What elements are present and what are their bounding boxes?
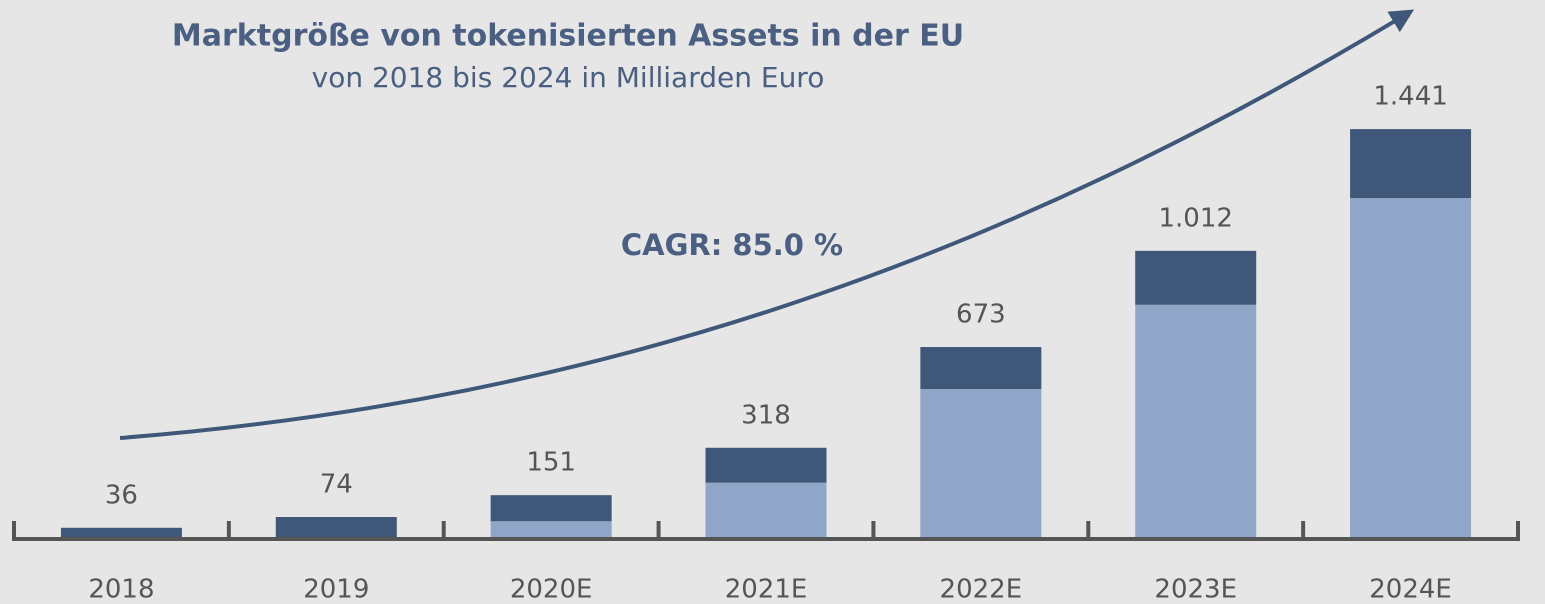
annotation: CAGR: 85.0 % (621, 228, 843, 262)
bar-segment (60, 527, 182, 538)
bar-segment (275, 517, 397, 538)
bar-segment (1350, 198, 1472, 538)
bar-segment (705, 447, 827, 483)
x-tick-label: 2023E (1154, 575, 1237, 604)
x-tick-label: 2020E (510, 575, 593, 604)
total-label: 36 (105, 480, 138, 510)
x-tick-label: 2024E (1369, 575, 1452, 604)
total-label: 1.012 (1158, 203, 1232, 233)
bar-segment (920, 347, 1042, 390)
total-label: 318 (741, 400, 791, 430)
bar-segment (705, 482, 827, 538)
growth-arrow (119, 9, 1415, 440)
chart-subtitle: von 2018 bis 2024 in Milliarden Euro (312, 61, 825, 94)
bar-segment (1135, 250, 1257, 305)
x-tick-label: 2021E (725, 575, 808, 604)
x-tick-label: 2022E (940, 575, 1023, 604)
bar-segment (1135, 304, 1257, 538)
bar-segment (490, 495, 612, 522)
bar-segment (1350, 129, 1472, 199)
bar-segment (490, 521, 612, 538)
total-label: 1.441 (1373, 82, 1447, 112)
total-label: 74 (320, 470, 353, 500)
bar-segment (920, 389, 1042, 538)
x-tick-label: 2018 (88, 575, 154, 604)
chart-title: Marktgröße von tokenisierten Assets in d… (172, 19, 964, 54)
total-label: 151 (526, 448, 576, 478)
total-label: 673 (956, 300, 1006, 330)
x-tick-label: 2019 (303, 575, 369, 604)
